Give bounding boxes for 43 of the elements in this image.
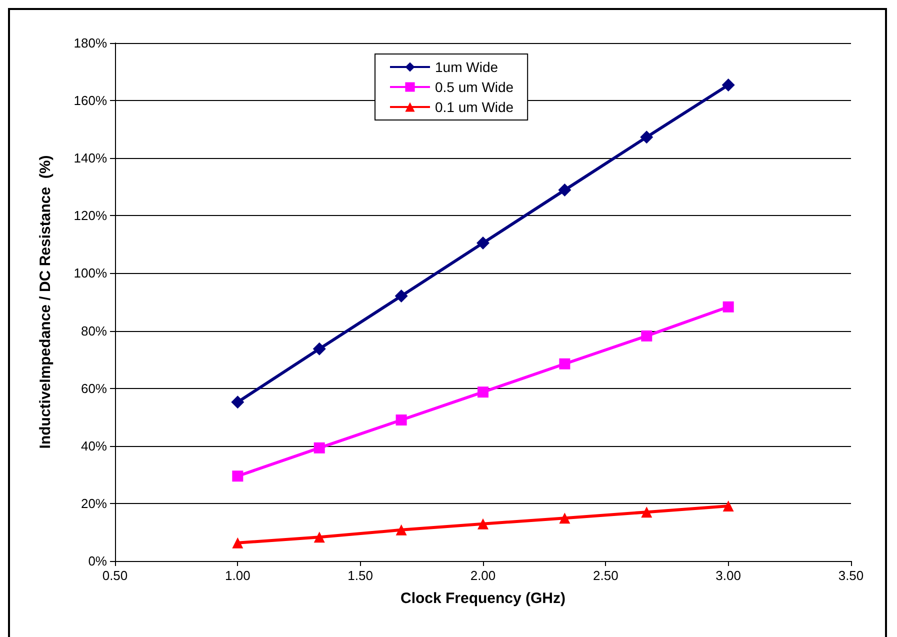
x-tick-label: 2.00	[470, 568, 496, 583]
y-tick-label: 160%	[74, 93, 108, 108]
point	[314, 532, 325, 543]
legend-label: 0.1 um Wide	[435, 99, 514, 115]
y-tick-label: 140%	[74, 150, 108, 166]
point	[641, 506, 652, 518]
point	[232, 537, 244, 548]
y-axis-title: InductiveImpedance / DC Resistance (%)	[37, 155, 54, 449]
y-tick-label: 80%	[80, 323, 108, 338]
y-tick-label: 40%	[80, 438, 108, 454]
y-tick-label: 120%	[74, 208, 108, 224]
point	[314, 442, 325, 454]
point	[396, 524, 407, 536]
point	[722, 301, 734, 312]
point	[232, 470, 244, 482]
x-tick-label: 3.50	[838, 568, 864, 583]
point	[394, 289, 408, 302]
point	[312, 342, 326, 356]
point	[559, 512, 570, 524]
legend-label: 1um Wide	[435, 59, 498, 75]
point	[558, 184, 572, 197]
y-tick-label: 60%	[80, 380, 108, 396]
point	[722, 500, 734, 512]
point	[231, 396, 244, 409]
point	[559, 358, 570, 370]
point	[641, 330, 652, 342]
x-tick-label: 1.00	[225, 568, 250, 583]
y-tick-label: 20%	[80, 496, 108, 511]
point	[476, 236, 490, 250]
y-tick-label: 100%	[74, 266, 108, 281]
point	[396, 414, 407, 426]
point	[722, 78, 735, 92]
x-tick-label: 1.50	[348, 568, 373, 583]
point	[640, 130, 654, 144]
y-tick-label: 0%	[88, 554, 108, 568]
y-tick-label: 180%	[74, 36, 108, 50]
x-tick-label: 2.50	[593, 568, 618, 583]
x-tick-label: 0.50	[102, 568, 128, 583]
x-tick-label: 3.00	[716, 568, 741, 583]
x-axis-title: Clock Frequency (GHz)	[400, 590, 566, 607]
legend-label: 0.5 um Wide	[435, 79, 514, 95]
point	[478, 518, 488, 530]
point	[478, 386, 488, 398]
